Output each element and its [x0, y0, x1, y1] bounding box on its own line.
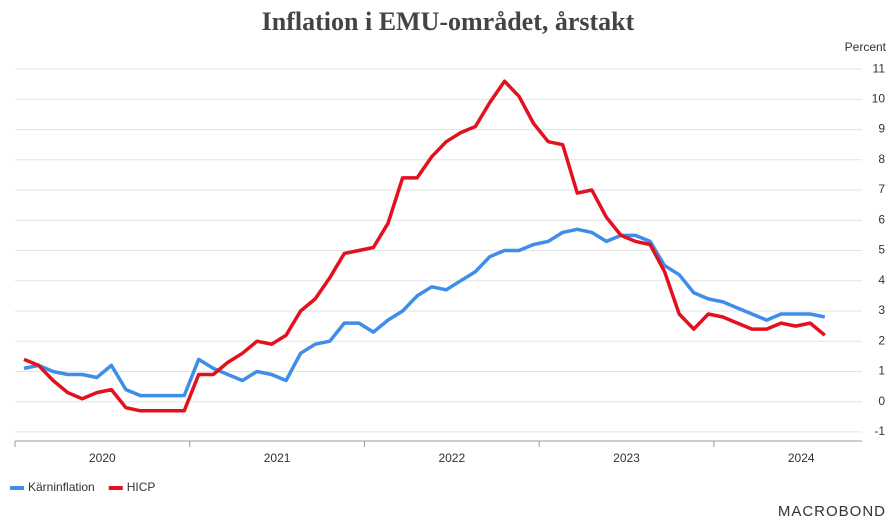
- legend-label: HICP: [127, 480, 156, 494]
- y-tick-label: 3: [878, 303, 885, 317]
- x-tick-label: 2021: [264, 451, 291, 465]
- y-tick-label: 8: [878, 152, 885, 166]
- x-tick-label: 2020: [89, 451, 116, 465]
- y-tick-label: 2: [878, 333, 885, 347]
- x-tick-label: 2024: [788, 451, 815, 465]
- y-tick-label: 4: [878, 273, 885, 287]
- y-tick-label: 9: [878, 122, 885, 136]
- y-tick-label: 1: [878, 364, 885, 378]
- y-tick-label: 0: [878, 394, 885, 408]
- chart-title: Inflation i EMU-området, årstakt: [262, 7, 635, 36]
- x-tick-label: 2023: [613, 451, 640, 465]
- y-axis-label: Percent: [845, 40, 887, 54]
- y-tick-label: 6: [878, 212, 885, 226]
- y-tick-label: 11: [873, 61, 886, 75]
- y-tick-label: -1: [874, 424, 885, 438]
- logo: MACROBOND: [778, 503, 886, 520]
- y-tick-label: 10: [872, 92, 886, 106]
- x-tick-label: 2022: [438, 451, 465, 465]
- y-tick-label: 5: [878, 243, 885, 257]
- series-line: [23, 79, 826, 413]
- y-tick-label: 7: [878, 182, 885, 196]
- series-line: [23, 227, 826, 398]
- legend-label: Kärninflation: [28, 480, 95, 494]
